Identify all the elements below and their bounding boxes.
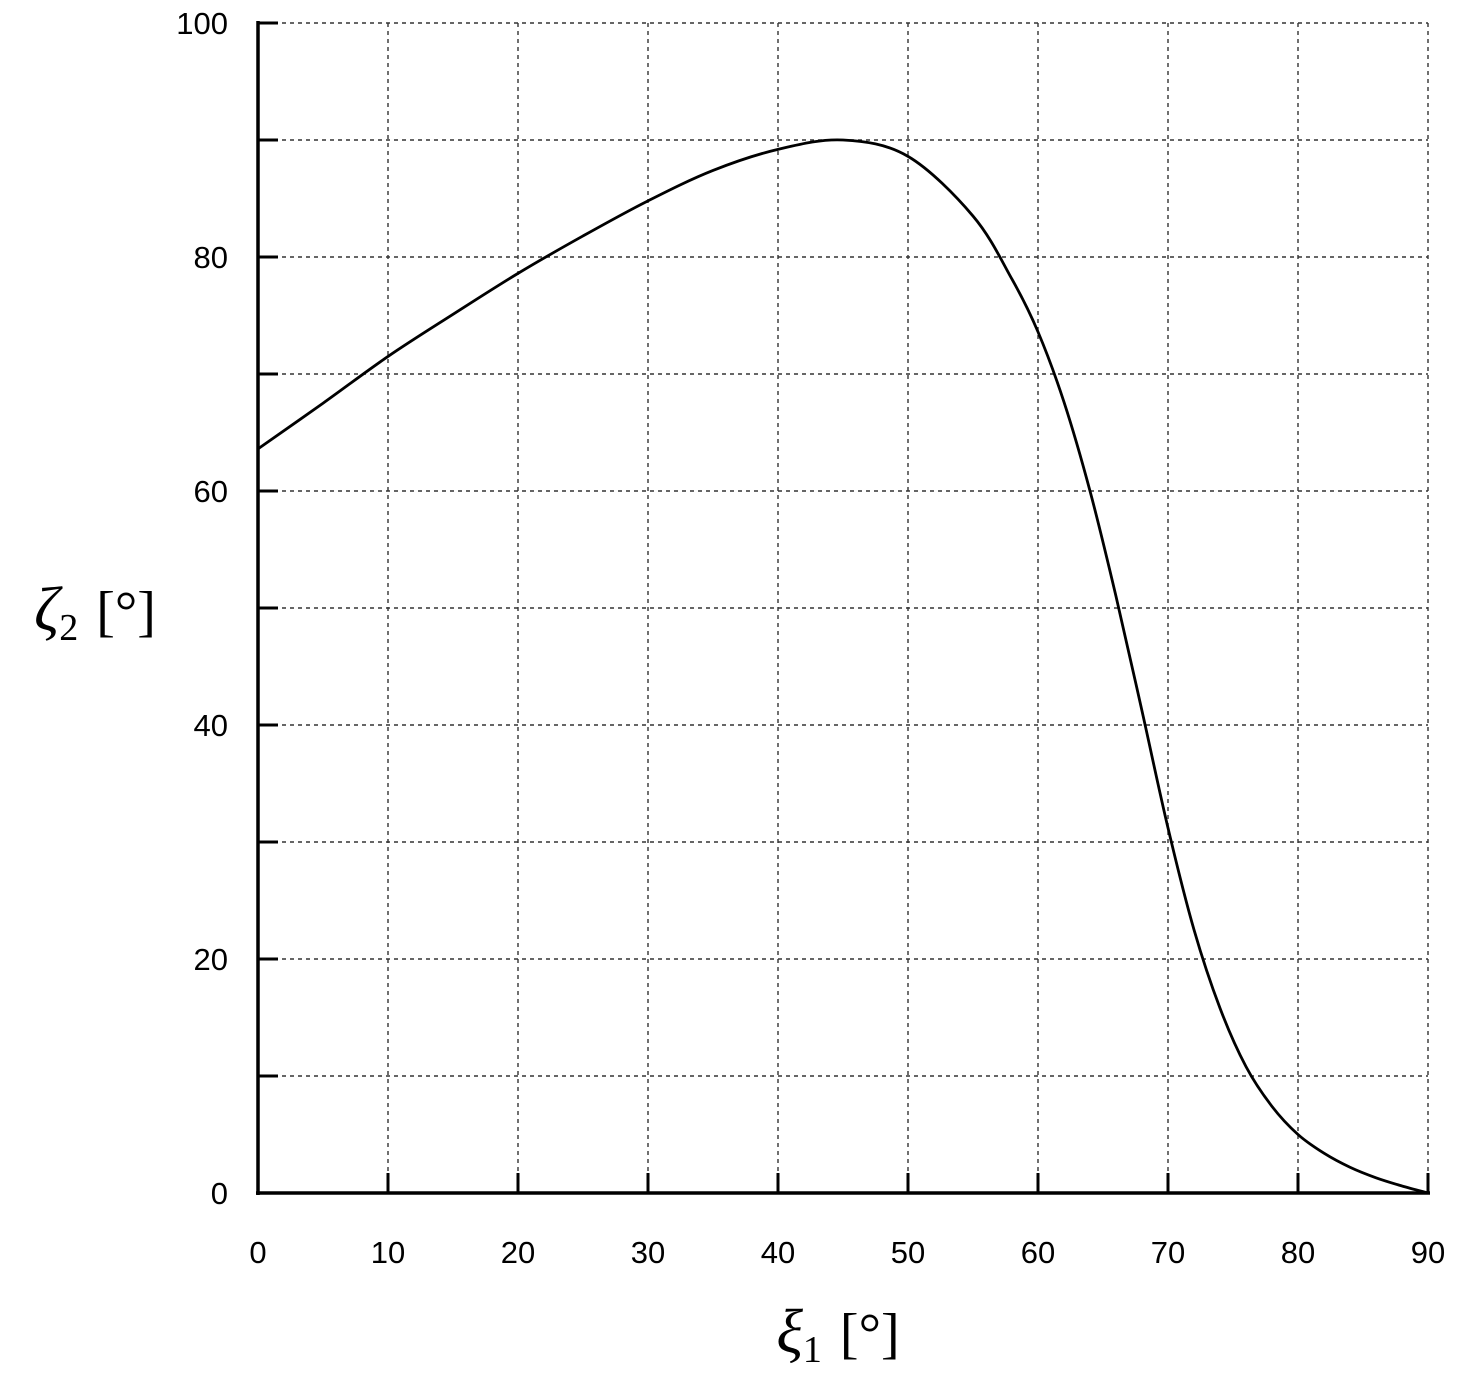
x-tick-label: 90 [1411, 1235, 1445, 1270]
y-axis-title: ζ2 [°] [34, 576, 156, 649]
y-tick-label: 60 [194, 474, 228, 509]
x-axis-subscript: 1 [803, 1329, 822, 1371]
x-tick-label: 70 [1151, 1235, 1185, 1270]
x-tick-label: 50 [891, 1235, 925, 1270]
y-axis-unit: [°] [96, 581, 156, 643]
x-tick-label: 0 [249, 1235, 266, 1270]
y-axis-subscript: 2 [59, 607, 78, 649]
grid [258, 22, 1429, 1193]
x-tick-label: 10 [371, 1235, 405, 1270]
tick-marks [258, 21, 1430, 1193]
y-axis-symbol: ζ [34, 576, 63, 644]
x-axis-unit: [°] [840, 1303, 900, 1365]
y-tick-label: 20 [194, 942, 228, 977]
x-tick-label: 40 [761, 1235, 795, 1270]
x-tick-label: 30 [631, 1235, 665, 1270]
y-tick-label: 80 [194, 240, 228, 275]
series-line [256, 138, 1430, 1195]
x-tick-label: 80 [1281, 1235, 1315, 1270]
y-tick-label: 40 [194, 708, 228, 743]
x-tick-label: 20 [501, 1235, 535, 1270]
x-axis-title: ξ1 [°] [776, 1298, 899, 1371]
y-tick-label: 0 [211, 1176, 228, 1211]
series [256, 138, 1430, 1195]
y-tick-label: 100 [176, 6, 228, 41]
x-axis-symbol: ξ [776, 1298, 803, 1366]
tick-labels: 0 10 20 30 40 50 60 70 80 90 0 20 40 60 80 100 [176, 6, 1445, 1270]
x-tick-label: 60 [1021, 1235, 1055, 1270]
